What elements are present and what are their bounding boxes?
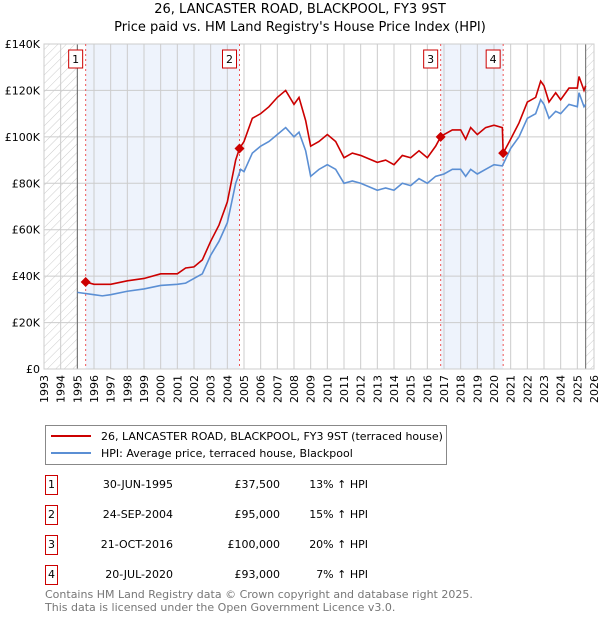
x-tick-label: 2023 — [538, 375, 551, 403]
sale-date: 21-OCT-2016 — [100, 538, 173, 551]
sale-marker-label: 3 — [427, 53, 434, 66]
x-tick-label: 1996 — [88, 375, 101, 403]
x-tick-label: 2004 — [221, 375, 234, 403]
footer: Contains HM Land Registry data © Crown c… — [45, 588, 473, 614]
x-tick-label: 2000 — [155, 375, 168, 403]
x-tick-label: 1993 — [38, 375, 51, 403]
x-tick-label: 1995 — [71, 375, 84, 403]
sale-marker-label: 1 — [72, 53, 79, 66]
hatched-region — [585, 44, 594, 369]
x-tick-label: 2016 — [421, 375, 434, 403]
sale-price: £93,000 — [234, 568, 281, 581]
x-tick-label: 2018 — [455, 375, 468, 403]
sale-point — [80, 276, 91, 287]
sale-date: 24-SEP-2004 — [102, 508, 173, 521]
chart-title: 26, LANCASTER ROAD, BLACKPOOL, FY3 9ST — [154, 2, 446, 17]
sale-date: 20-JUL-2020 — [105, 568, 173, 581]
sale-marker-box — [222, 49, 237, 69]
sale-price: £100,000 — [227, 538, 281, 551]
y-tick-label: £140K — [5, 38, 41, 51]
legend-item-property: 26, LANCASTER ROAD, BLACKPOOL, FY3 9ST (… — [51, 429, 443, 443]
sale-price: £95,000 — [234, 508, 281, 521]
x-tick-label: 2024 — [555, 375, 568, 403]
x-tick-label: 2025 — [571, 375, 584, 403]
legend: 26, LANCASTER ROAD, BLACKPOOL, FY3 9ST (… — [45, 425, 447, 465]
legend-label: HPI: Average price, terraced house, Blac… — [101, 446, 353, 460]
sale-marker-badge: 2 — [45, 505, 58, 525]
sale-hpi: 13% ↑ HPI — [309, 478, 368, 491]
x-tick-label: 2007 — [271, 375, 284, 403]
x-tick-label: 2022 — [521, 375, 534, 403]
x-tick-label: 2002 — [188, 375, 201, 403]
x-tick-label: 1998 — [121, 375, 134, 403]
x-tick-label: 1997 — [105, 375, 118, 403]
y-tick-label: £40K — [12, 270, 41, 283]
x-tick-label: 2011 — [338, 375, 351, 403]
shaded-period — [440, 44, 504, 369]
sale-date: 30-JUN-1995 — [102, 478, 173, 491]
price-paid-line — [85, 76, 587, 286]
x-tick-label: 2020 — [488, 375, 501, 403]
sale-marker-box — [423, 49, 439, 69]
y-tick-label: £20K — [12, 317, 41, 330]
sale-marker-badge: 1 — [45, 475, 58, 495]
legend-label: 26, LANCASTER ROAD, BLACKPOOL, FY3 9ST (… — [101, 429, 443, 443]
x-tick-label: 2001 — [171, 375, 184, 403]
y-tick-label: £120K — [5, 84, 41, 97]
sale-row: 2 24-SEP-2004 £95,000 15% ↑ HPI — [45, 505, 445, 525]
x-tick-label: 2008 — [288, 375, 301, 403]
hpi-line — [77, 92, 587, 297]
x-tick-label: 1994 — [55, 375, 68, 403]
x-tick-label: 2006 — [255, 375, 268, 403]
x-tick-label: 2010 — [321, 375, 334, 403]
sale-marker-label: 4 — [490, 53, 497, 66]
legend-item-hpi: HPI: Average price, terraced house, Blac… — [51, 446, 443, 460]
sale-point — [234, 143, 245, 154]
plot-area: 1993 1994 1995 1996 1997 1998 1999 2000 2001 2002… — [5, 38, 600, 403]
x-tick-label: 2009 — [305, 375, 318, 403]
x-tick-label: 2003 — [205, 375, 218, 403]
sale-row: 1 30-JUN-1995 £37,500 13% ↑ HPI — [45, 475, 445, 495]
legend-swatch-red — [51, 435, 91, 437]
x-tick-label: 2015 — [405, 375, 418, 403]
x-tick-label: 1999 — [138, 375, 151, 403]
sale-marker-badge: 4 — [45, 565, 58, 585]
sale-hpi: 7% ↑ HPI — [316, 568, 368, 581]
x-tick-label: 2014 — [388, 375, 401, 403]
footer-copyright: Contains HM Land Registry data © Crown c… — [45, 588, 473, 601]
x-tick-label: 2013 — [371, 375, 384, 403]
y-tick-label: £80K — [12, 177, 41, 190]
shaded-period — [85, 44, 240, 369]
y-tick-label: £100K — [5, 131, 41, 144]
y-tick-label: £60K — [12, 224, 41, 237]
sale-marker-box — [485, 49, 501, 69]
sale-row: 3 21-OCT-2016 £100,000 20% ↑ HPI — [45, 535, 445, 555]
x-tick-label: 2021 — [505, 375, 518, 403]
sale-marker-label: 2 — [226, 53, 233, 66]
y-tick-label: £0 — [26, 363, 40, 376]
x-tick-label: 2005 — [238, 375, 251, 403]
sale-hpi: 20% ↑ HPI — [309, 538, 368, 551]
sale-point — [435, 131, 446, 142]
sale-marker-box — [68, 49, 84, 69]
legend-swatch-blue — [51, 452, 91, 454]
x-tick-label: 2017 — [438, 375, 451, 403]
sale-price: £37,500 — [234, 478, 281, 491]
sale-marker-badge: 3 — [45, 535, 58, 555]
x-tick-label: 2012 — [355, 375, 368, 403]
x-tick-label: 2019 — [471, 375, 484, 403]
sale-hpi: 15% ↑ HPI — [309, 508, 368, 521]
plot-border — [43, 43, 595, 370]
sale-row: 4 20-JUL-2020 £93,000 7% ↑ HPI — [45, 565, 445, 585]
chart-subtitle: Price paid vs. HM Land Registry's House … — [114, 20, 486, 35]
footer-licence: This data is licensed under the Open Gov… — [45, 601, 396, 614]
x-tick-label: 2026 — [588, 375, 600, 403]
sale-point — [498, 148, 509, 159]
